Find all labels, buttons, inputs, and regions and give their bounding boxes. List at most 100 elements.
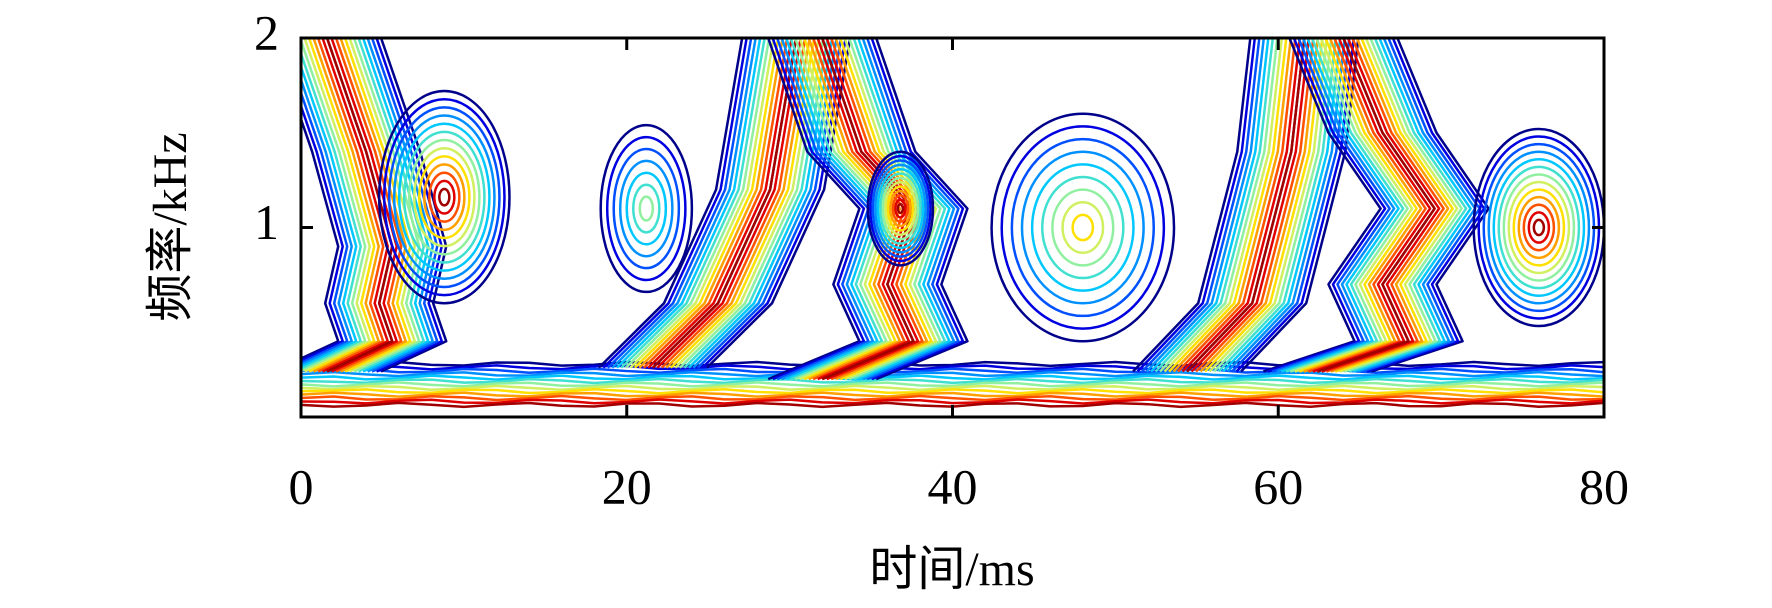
contour-line — [767, 38, 861, 381]
contour-line — [605, 135, 687, 282]
contour-line — [1186, 38, 1306, 373]
contour-line — [665, 38, 811, 369]
x-tick-label: 20 — [602, 458, 652, 514]
contour-line — [301, 391, 1604, 398]
contour-line — [1051, 188, 1115, 267]
contour-line — [1343, 38, 1463, 373]
contour-line — [1159, 38, 1279, 373]
contour-line — [1226, 38, 1347, 373]
contour-line — [301, 115, 340, 360]
contour-line — [633, 38, 780, 369]
contour-line — [1285, 38, 1405, 373]
contour-line — [1208, 38, 1329, 373]
contour-line — [1507, 180, 1571, 275]
contour-line — [1527, 211, 1551, 244]
contour-line — [301, 364, 1604, 371]
contour-line — [1181, 38, 1302, 373]
contour-line — [629, 38, 775, 369]
contour-line — [1330, 38, 1450, 373]
contour-line — [1348, 38, 1468, 373]
x-tick-label: 40 — [928, 458, 978, 514]
contour-line — [1163, 38, 1284, 373]
contour-line — [638, 195, 655, 222]
contour-line — [642, 38, 789, 369]
contour-line — [701, 38, 847, 369]
contour-line — [1334, 38, 1454, 373]
contour-line — [881, 176, 920, 241]
contour-line — [830, 38, 924, 381]
contour-line — [301, 381, 1604, 388]
contour-line — [1477, 135, 1601, 320]
contour-line — [624, 38, 771, 369]
contour-line — [611, 38, 757, 369]
contour-line — [343, 38, 412, 373]
x-tick-label: 60 — [1253, 458, 1303, 514]
contour-line — [301, 49, 362, 371]
contour-line — [692, 38, 838, 369]
contour-line — [1041, 175, 1125, 280]
contour-line — [884, 181, 917, 237]
contour-line — [1262, 38, 1382, 373]
contour-line — [1071, 213, 1095, 242]
contour-line — [352, 38, 421, 373]
contour-line — [1061, 200, 1105, 255]
contour-line — [1150, 38, 1270, 373]
contour-line — [402, 130, 486, 264]
contour-line — [334, 38, 403, 373]
contour-line — [798, 38, 893, 381]
contour-line — [1280, 38, 1400, 373]
contour-line — [889, 189, 912, 228]
contour-line — [1190, 38, 1311, 373]
contour-line — [891, 194, 910, 223]
contour-line — [632, 183, 661, 234]
contour-line — [1010, 137, 1155, 318]
contour-line — [423, 163, 466, 232]
contour-line — [1517, 195, 1561, 260]
contour-line — [301, 374, 1604, 381]
contour-line — [1136, 38, 1257, 373]
contour-line — [1370, 38, 1490, 373]
contour-line — [866, 38, 960, 381]
contour-line — [870, 38, 965, 381]
contour-line — [321, 38, 389, 373]
contour-line — [1267, 38, 1387, 373]
contour-line — [1321, 38, 1441, 373]
contour-line — [683, 38, 829, 369]
contour-line — [1303, 38, 1423, 373]
contour-line — [669, 38, 816, 369]
x-axis-label: 时间/ms — [869, 543, 1034, 596]
contour-line — [1020, 150, 1145, 305]
contour-line — [615, 38, 762, 369]
contour-line — [1307, 38, 1427, 373]
contour-line — [776, 38, 870, 381]
contour-line — [1339, 38, 1459, 373]
contour-line — [301, 394, 1604, 402]
contour-line — [397, 122, 491, 272]
contour-line — [1231, 38, 1351, 373]
contour-line — [625, 171, 668, 246]
contour-line — [597, 38, 744, 369]
contour-line — [413, 146, 476, 248]
contour-line — [392, 114, 496, 281]
contour-line — [696, 38, 843, 369]
contour-line — [301, 102, 344, 362]
contour-line — [1199, 38, 1320, 373]
contour-line — [1141, 38, 1261, 373]
contour-area — [301, 38, 1604, 409]
contour-line — [301, 384, 1604, 392]
contour-line — [656, 38, 802, 369]
contour-line — [871, 159, 930, 258]
contour-line — [990, 112, 1176, 343]
contour-line — [879, 172, 922, 245]
contour-line — [1487, 150, 1591, 305]
contour-line — [1497, 165, 1581, 290]
contour-line — [375, 38, 443, 373]
contour-line — [301, 370, 1604, 378]
contour-line — [852, 38, 947, 381]
contour-line — [886, 185, 915, 232]
contour-line — [1235, 38, 1356, 373]
contour-line — [618, 159, 674, 258]
x-tick-label: 0 — [289, 458, 314, 514]
contour-line — [1154, 38, 1275, 373]
